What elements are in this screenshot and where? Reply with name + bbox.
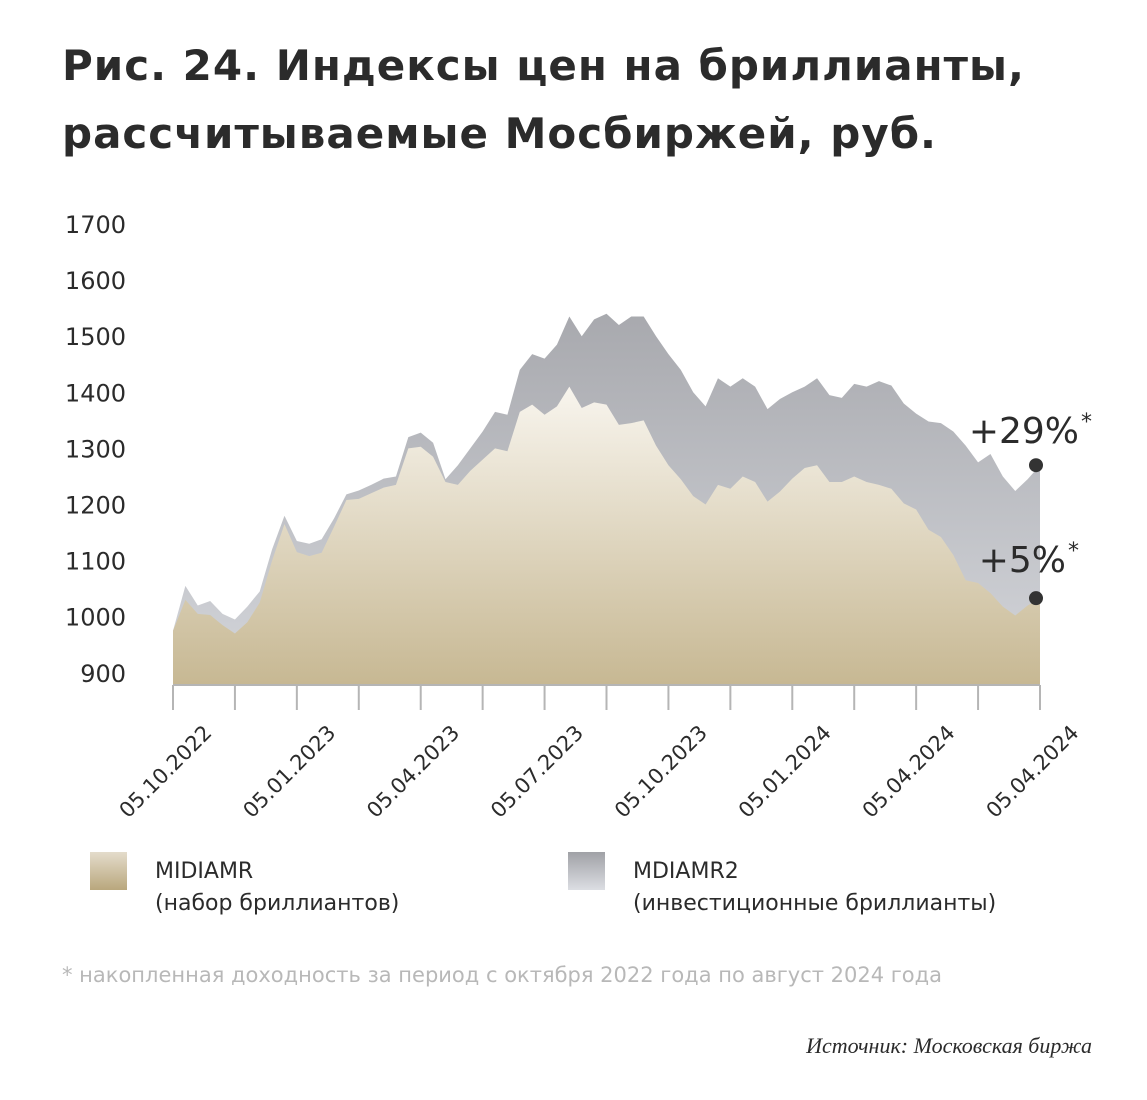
y-tick-label: 1300	[65, 435, 126, 463]
x-tick-label: 05.04.2024	[982, 721, 1084, 823]
legend-swatch	[90, 852, 127, 890]
x-tick-label: 05.04.2024	[858, 721, 960, 823]
x-tick-label: 05.10.2022	[115, 721, 217, 823]
legend-label: MIDIAMR	[155, 859, 253, 884]
legend-description: (инвестиционные бриллианты)	[633, 891, 996, 916]
legend-description: (набор бриллиантов)	[155, 891, 399, 916]
footnote: * накопленная доходность за период с окт…	[62, 963, 942, 987]
x-tick-label: 05.04.2023	[362, 721, 464, 823]
y-tick-label: 1500	[65, 323, 126, 351]
y-tick-label: 1400	[65, 379, 126, 407]
y-tick-label: 1000	[65, 604, 126, 632]
x-tick-label: 05.01.2023	[238, 721, 340, 823]
y-tick-label: 1700	[65, 211, 126, 239]
x-tick-label: 05.07.2023	[486, 721, 588, 823]
annotation-note: *	[1081, 410, 1092, 435]
y-tick-label: 900	[80, 660, 126, 688]
chart-title: Рис. 24. Индексы цен на бриллианты,	[62, 41, 1025, 90]
annotation: +5%	[979, 540, 1066, 581]
chart-title: рассчитываемые Мосбиржей, руб.	[62, 109, 937, 158]
legend-label: MDIAMR2	[633, 859, 739, 884]
y-tick-label: 1100	[65, 548, 126, 576]
legend-swatch	[568, 852, 605, 890]
y-tick-label: 1600	[65, 267, 126, 295]
annotation: +29%	[969, 411, 1079, 452]
x-tick-label: 05.10.2023	[610, 721, 712, 823]
end-dot	[1029, 591, 1043, 606]
area	[173, 386, 1040, 684]
end-dot	[1029, 458, 1043, 473]
y-tick-label: 1200	[65, 491, 126, 519]
source: Источник: Московская биржа	[805, 1033, 1092, 1058]
x-tick-label: 05.01.2024	[734, 721, 836, 823]
annotation-note: *	[1068, 539, 1079, 564]
